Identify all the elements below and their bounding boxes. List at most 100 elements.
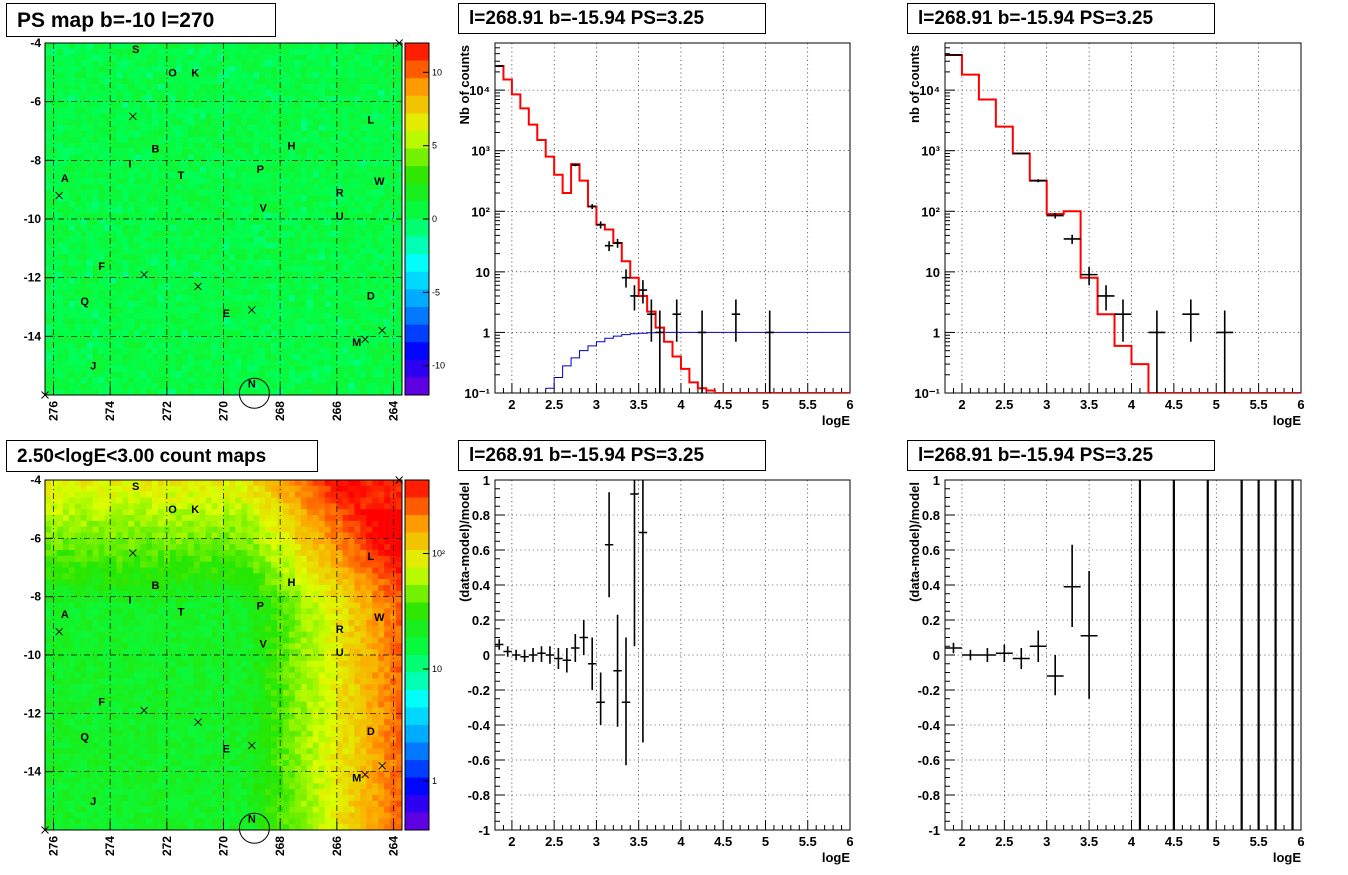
source-marker xyxy=(361,335,369,344)
map_bottom-y-tick-label: -10 xyxy=(24,648,42,662)
map_top-colorbar-tick-label: 0 xyxy=(432,214,437,224)
map_bottom-colorbar-segment xyxy=(405,742,429,761)
source-label: J xyxy=(90,361,96,373)
resid_bottom_mid-data-point xyxy=(604,492,614,598)
resid_bottom_mid-x-axis-label: logE xyxy=(822,850,850,865)
resid_bottom_mid-data-point xyxy=(571,634,580,662)
resid_bottom_mid-y-tick-label: 0.2 xyxy=(472,613,490,628)
resid_bottom_right-x-tick-label: 2.5 xyxy=(995,834,1013,849)
source-label: O xyxy=(168,67,177,79)
source-label: A xyxy=(61,609,69,621)
resid_bottom_right-data-point xyxy=(1063,544,1081,627)
map_top-y-tick-label: -10 xyxy=(24,212,42,226)
highlight-circle xyxy=(238,377,270,409)
resid_bottom_mid-data-point xyxy=(545,646,555,664)
source-label: W xyxy=(374,612,385,624)
source-label: S xyxy=(132,44,139,56)
map_top-colorbar-tick-label: -5 xyxy=(432,287,440,297)
source-label: N xyxy=(248,813,256,825)
resid_bottom_right-data-point xyxy=(1080,571,1098,699)
spec_top_right-data-point xyxy=(1114,299,1132,342)
source-label: Q xyxy=(80,732,89,744)
source-marker xyxy=(55,191,63,200)
source-label: M xyxy=(352,773,361,785)
map_bottom-colorbar: 10² 10 1 xyxy=(404,479,445,831)
map_bottom-y-tick-label: -12 xyxy=(24,706,42,720)
map_bottom-colorbar-segment xyxy=(405,637,429,656)
spec_top_mid-data-point xyxy=(495,64,504,68)
resid_bottom_mid-x-tick-label: 5.5 xyxy=(799,834,817,849)
resid_bottom_mid-data-point xyxy=(520,649,529,662)
source-marker xyxy=(140,270,148,279)
spec_top_mid-x-tick-label: 2 xyxy=(508,397,515,412)
resid_bottom_mid-data-point xyxy=(537,646,546,662)
map_top-y-tick-label: -14 xyxy=(24,329,42,343)
map_top-colorbar-segment xyxy=(405,271,429,290)
source-label: U xyxy=(336,211,344,223)
resid_bottom_right-y-tick-label: -0.2 xyxy=(918,683,940,698)
spec_top_mid-x-tick-label: 4 xyxy=(677,397,685,412)
source-marker xyxy=(140,706,148,715)
map_bottom-colorbar-segment xyxy=(405,812,429,831)
spec_top_mid-model-line xyxy=(495,65,850,393)
spec_top_mid-x-tick-label: 3.5 xyxy=(630,397,648,412)
spec_top_right-x-axis-label: logE xyxy=(1273,413,1301,428)
spec_top_mid-data-point xyxy=(765,310,774,393)
resid_bottom_right-y-tick-label: 0 xyxy=(933,648,940,663)
resid_bottom_right-x-tick-label: 3.5 xyxy=(1080,834,1098,849)
map_top-colorbar-tick-label: -10 xyxy=(432,361,445,371)
spec_top_right-data-point xyxy=(1046,212,1064,219)
spec_top_right-x-tick-label: 5.5 xyxy=(1250,397,1268,412)
map-bottom-title: 2.50<logE<3.00 count maps xyxy=(6,440,318,472)
resid_bottom_mid-y-axis-label: (data-model)/model xyxy=(457,482,472,602)
resid_bottom_mid-x-tick-label: 2.5 xyxy=(545,834,563,849)
resid_bottom_mid-data-point xyxy=(562,648,572,673)
spec_top_mid-x-tick-label: 5 xyxy=(762,397,769,412)
map_top-y-tick-label: -12 xyxy=(24,271,42,285)
source-label: P xyxy=(257,600,264,612)
resid_bottom_right-y-tick-label: -0.6 xyxy=(918,753,940,768)
source-label: M xyxy=(352,337,361,349)
map_top-colorbar: 10 5 0 -5 -10 xyxy=(404,42,445,396)
resid_bottom_right-y-tick-label: -0.4 xyxy=(918,718,941,733)
resid_bottom_mid-x-tick-label: 3.5 xyxy=(630,834,648,849)
spec_top_right-x-tick-label: 2.5 xyxy=(995,397,1013,412)
spec_top_right-x-tick-label: 2 xyxy=(958,397,965,412)
map_top-colorbar-segment xyxy=(405,183,429,202)
resid_bottom_right-y-tick-label: 0.4 xyxy=(922,578,941,593)
spec_top_right-y-tick-label: 10³ xyxy=(921,144,940,159)
resid_bottom_right-x-tick-label: 4 xyxy=(1128,834,1136,849)
source-marker xyxy=(194,282,202,291)
map_bottom-x-tick-label: 266 xyxy=(330,836,344,856)
source-marker xyxy=(395,476,403,484)
highlight-circle xyxy=(238,812,270,844)
resid_bottom_mid-y-tick-label: 1 xyxy=(483,473,490,488)
resid_bottom_mid-y-tick-label: -0.6 xyxy=(468,753,490,768)
resid_bottom_mid-y-tick-label: 0.6 xyxy=(472,543,490,558)
source-label: D xyxy=(367,726,375,738)
spec_top_right-data-point xyxy=(1097,285,1115,311)
resid_bottom_right-y-tick-label: -0.8 xyxy=(918,788,940,803)
source-label: K xyxy=(191,67,199,79)
spec_top_right-data-point xyxy=(1216,310,1234,393)
resid_bottom_mid-x-tick-label: 5 xyxy=(762,834,769,849)
map_top-x-tick-label: 264 xyxy=(387,401,401,421)
source-label: E xyxy=(223,743,230,755)
map_top-colorbar-segment xyxy=(405,342,429,361)
source-marker xyxy=(194,718,202,726)
map_top-colorbar-segment xyxy=(405,95,429,114)
spec_top_mid-frame xyxy=(494,42,851,394)
map_bottom-colorbar-frame xyxy=(404,479,430,831)
map_top-colorbar-segment xyxy=(405,307,429,325)
source-label: F xyxy=(98,261,105,273)
source-label: I xyxy=(128,595,131,607)
resid_bottom_right-y-tick-label: 0.8 xyxy=(922,508,940,523)
resid_bottom_mid-x-tick-label: 3 xyxy=(593,834,600,849)
spec_top_right-y-tick-label: 10⁻¹ xyxy=(914,386,940,401)
source-label: J xyxy=(90,796,96,808)
resid_bottom_right-frame xyxy=(944,479,1302,831)
source-label: E xyxy=(223,308,230,320)
resid_bottom_right-data-point xyxy=(1046,655,1064,696)
map_bottom-colorbar-segment xyxy=(405,795,429,813)
